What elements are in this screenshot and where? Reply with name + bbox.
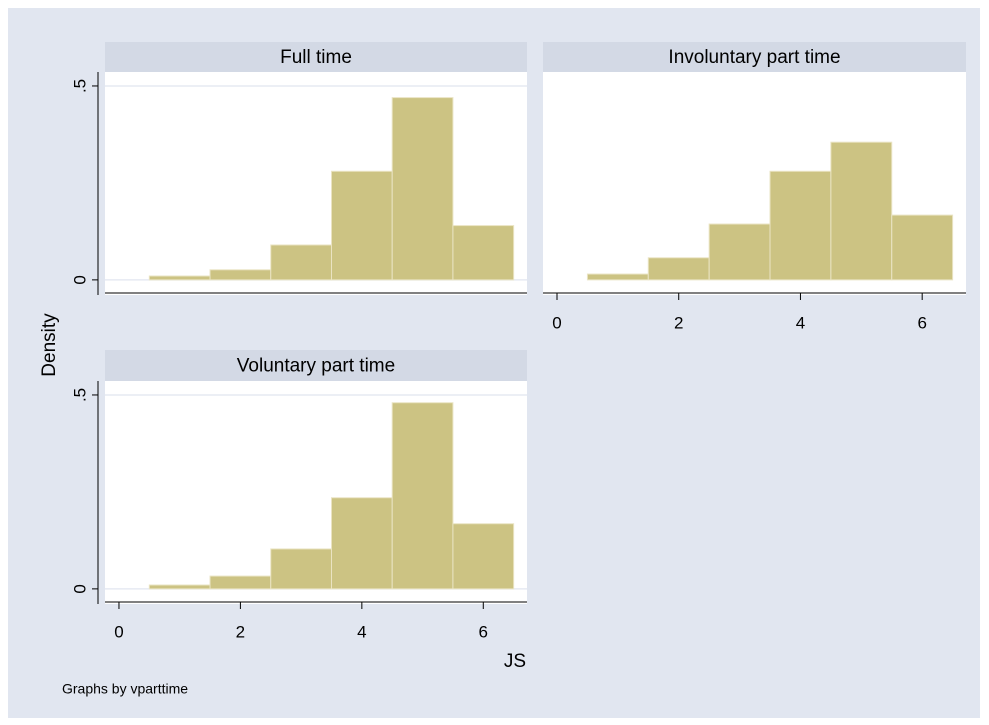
bar [391, 97, 454, 281]
bar [391, 402, 454, 590]
bar [148, 584, 211, 590]
x-tick-label: 0 [552, 313, 561, 332]
y-tick-label: 0 [70, 584, 89, 593]
y-tick-label: .5 [70, 388, 89, 402]
bar [270, 244, 332, 281]
x-tick-label: 6 [917, 313, 926, 332]
panel-title: Involuntary part time [668, 47, 840, 68]
x-axis-title: JS [504, 651, 526, 672]
bar [769, 170, 832, 281]
bar [647, 257, 710, 281]
bar [330, 497, 393, 590]
bar [270, 548, 332, 590]
panel-header [105, 350, 527, 381]
bar [452, 523, 515, 590]
bar [330, 170, 393, 281]
panel-title: Full time [280, 47, 352, 68]
x-tick-label: 2 [236, 622, 245, 641]
x-tick-label: 0 [114, 622, 123, 641]
note: Graphs by vparttime [62, 681, 188, 697]
y-axis-title: Density [39, 313, 60, 377]
panel-header [543, 42, 966, 72]
bar [148, 275, 211, 281]
bar [452, 225, 515, 281]
panel-title: Voluntary part time [237, 356, 395, 377]
bar [209, 575, 272, 590]
x-tick-label: 2 [674, 313, 683, 332]
bar [209, 269, 272, 281]
x-tick-label: 4 [796, 313, 805, 332]
bar [586, 273, 649, 281]
x-tick-label: 6 [479, 622, 488, 641]
bar [830, 141, 893, 281]
panel-header [105, 42, 527, 72]
bar [891, 214, 954, 281]
y-tick-label: 0 [70, 275, 89, 284]
y-tick-label: .5 [70, 79, 89, 93]
bar [708, 223, 771, 281]
x-tick-label: 4 [357, 622, 366, 641]
